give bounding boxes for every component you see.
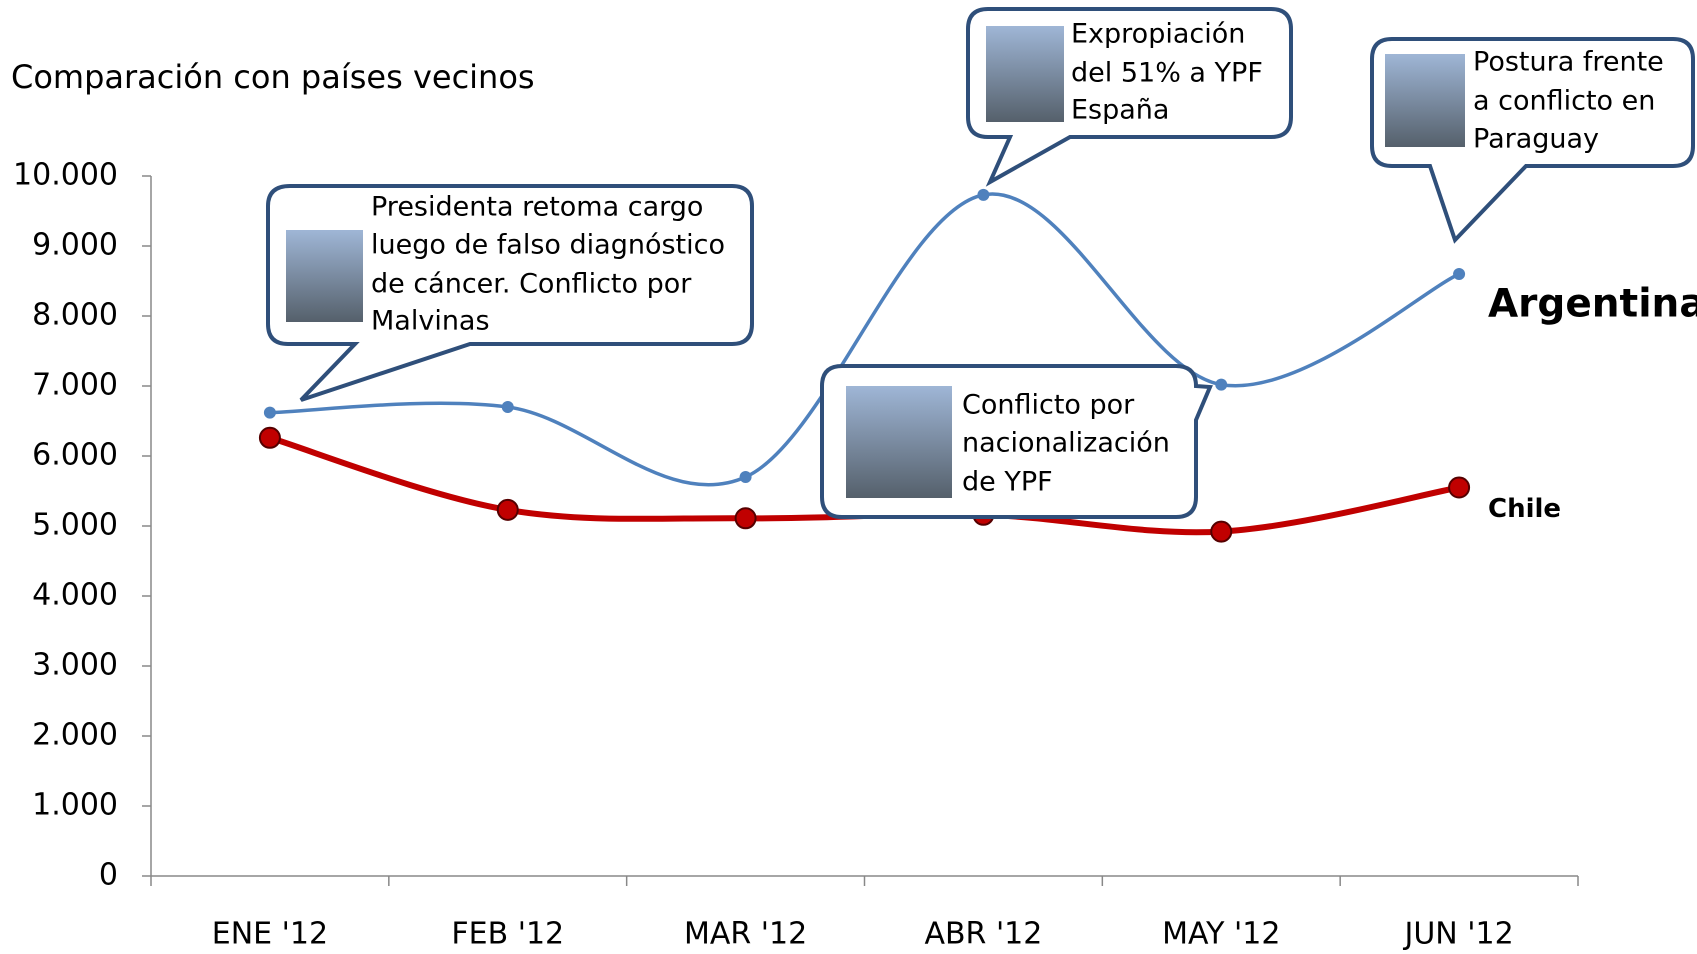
callout-text: Expropiación [1071,19,1245,50]
data-point [1449,478,1469,498]
chart: Comparación con países vecinos 0 1.000 2.0… [0,0,1697,954]
callout-text: Presidenta retoma cargo [371,192,703,223]
callout: Expropiación del 51% a YPF España [968,9,1291,182]
callout-text: nacionalización [962,428,1170,459]
data-point [1211,522,1231,542]
callout: Postura frente a conflicto en Paraguay [1372,39,1693,240]
callout-text: Malvinas [371,306,490,337]
data-point [1453,268,1465,280]
callout-text: España [1071,95,1169,126]
callout-text: de cáncer. Conflicto por [371,269,692,300]
data-point [502,401,514,413]
callout-text: del 51% a YPF [1071,58,1263,89]
y-tick-label: 4.000 [32,578,118,613]
data-point [740,471,752,483]
data-point [260,428,280,448]
x-tick-label: MAR '12 [684,917,807,952]
callout-text: de YPF [962,467,1053,498]
x-tick-label: FEB '12 [451,917,564,952]
callout: Conflicto por nacionalización de YPF [822,366,1210,517]
callout-text: Conflicto por [962,390,1135,421]
photo [286,230,363,322]
callout-text: a conflicto en [1473,86,1655,117]
y-tick-label: 5.000 [32,508,118,543]
series-label: Argentina [1488,282,1697,327]
data-point [977,189,989,201]
x-tick-label: MAY '12 [1162,917,1280,952]
callout-text: Paraguay [1473,124,1599,155]
data-point [736,508,756,528]
callout: Presidenta retoma cargo luego de falso d… [268,186,752,400]
y-tick-label: 9.000 [32,228,118,263]
y-tick-label: 10.000 [13,158,118,193]
y-tick-label: 1.000 [32,788,118,823]
y-tick-label: 3.000 [32,648,118,683]
y-tick-label: 8.000 [32,298,118,333]
chart-title: Comparación con países vecinos [11,58,535,96]
y-tick-label: 0 [99,858,118,893]
data-point [498,500,518,520]
x-tick-label: JUN '12 [1402,917,1513,952]
photo [986,26,1064,122]
x-tick-label: ABR '12 [924,917,1042,952]
plot-area: 0 1.000 2.000 3.000 4.000 5.000 6.000 7.000 8.00… [13,158,1697,952]
callout-text: Postura frente [1473,47,1664,78]
y-tick-label: 2.000 [32,718,118,753]
y-tick-label: 7.000 [32,368,118,403]
x-tick-label: ENE '12 [212,917,328,952]
series-label: Chile [1488,494,1561,524]
callout-text: luego de falso diagnóstico [371,230,725,261]
photo [846,386,952,498]
data-point [1215,379,1227,391]
y-tick-label: 6.000 [32,438,118,473]
photo [1385,54,1465,147]
data-point [264,407,276,419]
